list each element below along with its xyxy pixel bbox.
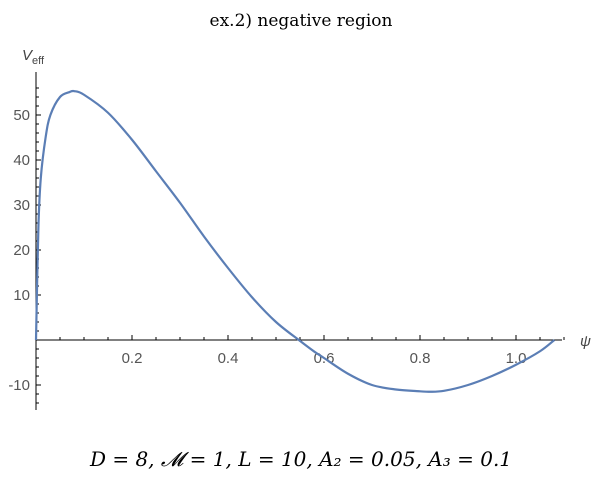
x-tick-label: 0.2 (122, 350, 143, 367)
x-tick-label: 0.4 (218, 350, 239, 367)
chart-title: ex.2) negative region (210, 11, 393, 31)
y-tick-label: 10 (13, 287, 30, 304)
x-tick-label: 0.8 (410, 350, 431, 367)
y-tick-label: 50 (13, 107, 30, 124)
axes (35, 72, 562, 410)
series-line (34, 89, 556, 393)
y-axis-label-subscript: eff (32, 55, 45, 67)
y-tick-label: -10 (8, 377, 30, 394)
minor-ticks (36, 87, 565, 404)
chart-caption: D = 8, 𝓜 = 1, L = 10, A₂ = 0.05, A₃ = 0.… (89, 447, 512, 471)
x-axis-label: ψ (580, 333, 591, 350)
y-tick-label: 20 (13, 242, 30, 259)
y-tick-label: 40 (13, 152, 30, 169)
y-tick-label: 30 (13, 197, 30, 214)
y-ticks: -10 10 20 30 40 50 (8, 107, 41, 394)
y-axis-label: Veff (22, 47, 45, 67)
